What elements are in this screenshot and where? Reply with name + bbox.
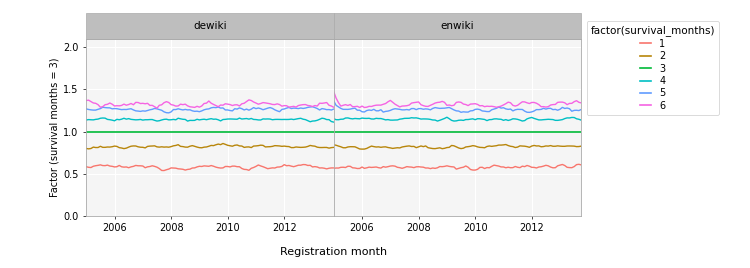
- Text: dewiki: dewiki: [194, 21, 226, 31]
- Y-axis label: Factor (survival months = 3): Factor (survival months = 3): [49, 58, 59, 197]
- Text: Registration month: Registration month: [280, 247, 387, 257]
- Legend: 1, 2, 3, 4, 5, 6: 1, 2, 3, 4, 5, 6: [586, 21, 718, 115]
- Text: enwiki: enwiki: [441, 21, 474, 31]
- Bar: [334, 13, 581, 39]
- Bar: [86, 13, 334, 39]
